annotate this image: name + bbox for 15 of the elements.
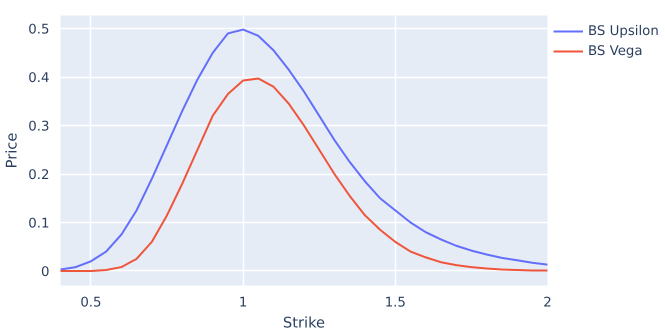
x-tick-label: 1.5 bbox=[384, 296, 406, 310]
y-tick-label: 0.3 bbox=[28, 120, 50, 135]
y-tick-label: 0.4 bbox=[28, 71, 50, 86]
x-axis-title: Strike bbox=[282, 314, 326, 332]
x-tick-label: 1 bbox=[238, 296, 248, 310]
y-tick-label: 0.1 bbox=[28, 216, 50, 232]
legend-label: BS Vega bbox=[588, 44, 644, 58]
x-tick-label: 2 bbox=[543, 296, 552, 310]
y-tick-label: 0 bbox=[41, 264, 50, 280]
legend-label: BS Upsilon bbox=[588, 24, 659, 38]
y-tick-label: 0.5 bbox=[28, 22, 50, 38]
y-axis-title: Price bbox=[3, 132, 20, 168]
line-series bbox=[60, 78, 548, 272]
x-tick-label: 0.5 bbox=[80, 296, 102, 310]
y-tick-label: 0.2 bbox=[28, 168, 50, 184]
